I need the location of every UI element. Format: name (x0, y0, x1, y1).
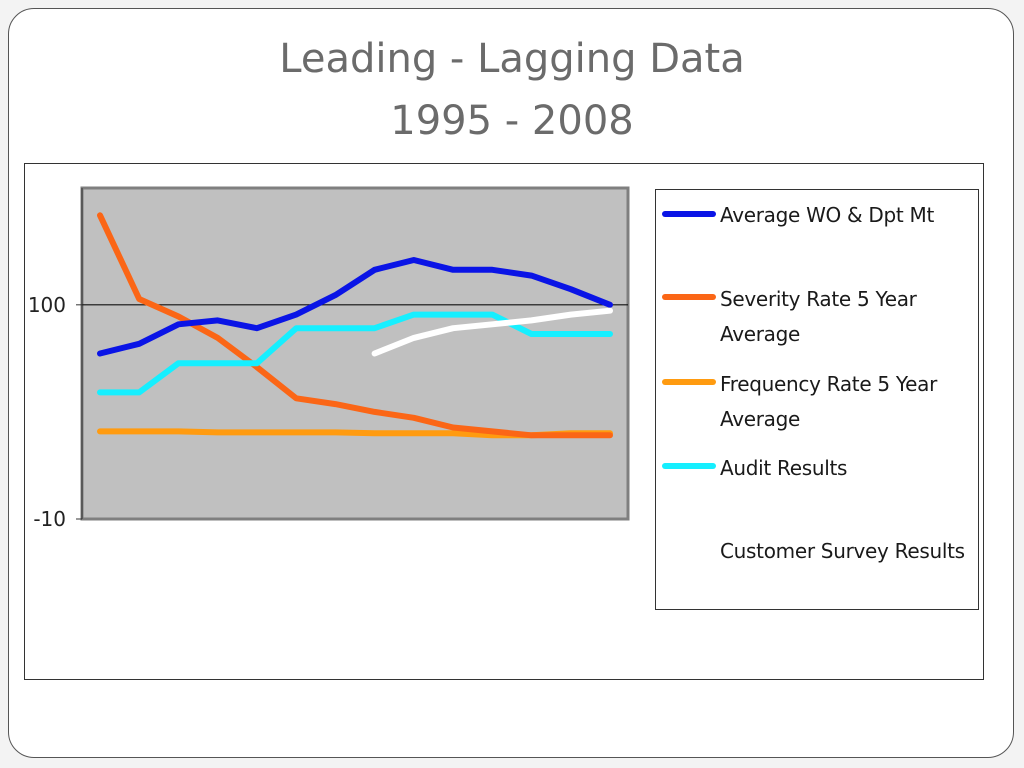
legend-label: Severity Rate 5 Year Average (720, 287, 917, 346)
legend-label: Frequency Rate 5 Year Average (720, 372, 938, 431)
legend-swatch (662, 211, 716, 217)
y-tick-label: 100 (28, 293, 66, 317)
series-line-1 (97, 257, 613, 357)
chart-legend: Average WO & Dpt Mt Severity Rate 5 Year … (655, 189, 979, 610)
y-tick-label: -10 (33, 507, 66, 531)
legend-swatch (662, 294, 716, 300)
legend-label: Average WO & Dpt Mt (720, 203, 935, 227)
slide-title: Leading - Lagging Data (279, 36, 745, 82)
series-line-4 (97, 311, 613, 396)
series-line-5 (371, 307, 613, 357)
legend-label: Customer Survey Results (720, 539, 965, 563)
legend-swatch (662, 379, 716, 385)
legend-label: Audit Results (720, 456, 848, 480)
plot-area (80, 186, 630, 521)
legend-swatch (662, 463, 716, 469)
legend-swatch (662, 548, 716, 554)
series-line-2 (97, 212, 613, 439)
slide-subtitle: 1995 - 2008 (390, 98, 634, 144)
